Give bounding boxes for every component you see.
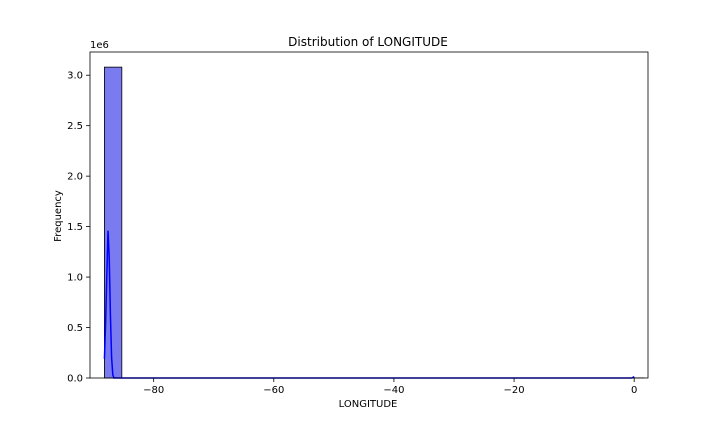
x-axis-ticks: −80 −60 −40 −20 0 bbox=[143, 378, 637, 396]
kde-line bbox=[103, 230, 635, 379]
x-tick-label: −40 bbox=[383, 385, 404, 396]
plot-frame bbox=[89, 51, 649, 379]
y-tick-label: 1.0 bbox=[67, 273, 83, 284]
y-tick-label: 1.5 bbox=[67, 222, 83, 233]
chart-title: Distribution of LONGITUDE bbox=[288, 35, 448, 49]
y-axis-label: Frequency bbox=[53, 190, 64, 242]
histogram-bar bbox=[104, 66, 123, 379]
histogram-bars bbox=[104, 66, 645, 379]
y-axis-ticks: 0.0 0.5 1.0 1.5 2.0 2.5 3.0 bbox=[67, 71, 90, 385]
y-tick-label: 2.0 bbox=[67, 172, 83, 183]
x-tick-label: −20 bbox=[504, 385, 525, 396]
y-tick-label: 0.0 bbox=[67, 374, 83, 385]
x-tick-label: −80 bbox=[143, 385, 164, 396]
x-axis-label: LONGITUDE bbox=[339, 399, 398, 410]
y-tick-label: 2.5 bbox=[67, 121, 83, 132]
x-tick-label: −60 bbox=[263, 385, 284, 396]
y-tick-label: 0.5 bbox=[67, 323, 83, 334]
y-tick-label: 3.0 bbox=[67, 71, 83, 82]
y-axis-multiplier: 1e6 bbox=[90, 40, 109, 51]
x-tick-label: 0 bbox=[631, 385, 637, 396]
